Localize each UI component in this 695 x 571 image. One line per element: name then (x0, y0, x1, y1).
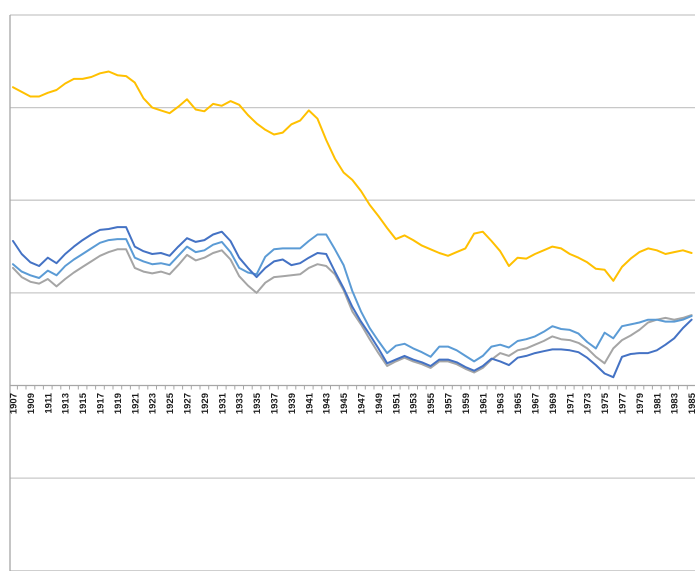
series-line-dark-blue[interactable] (12, 226, 693, 379)
x-tick-label: 1917 (96, 393, 107, 414)
x-tick-label: 1921 (130, 392, 141, 414)
x-tick-label: 1915 (78, 392, 89, 414)
x-tick-label: 1975 (600, 392, 611, 414)
x-tick-label: 1937 (270, 393, 281, 414)
x-tick-label: 1945 (339, 392, 350, 414)
x-tick-label: 1947 (357, 393, 368, 414)
x-tick-label: 1973 (583, 393, 594, 414)
x-tick-label: 1983 (670, 393, 681, 414)
x-tick-label: 1979 (635, 393, 646, 414)
x-tick-label: 1961 (478, 392, 489, 414)
x-tick-label: 1941 (304, 392, 315, 414)
x-tick-label: 1969 (548, 393, 559, 414)
x-tick-label: 1931 (217, 392, 228, 414)
x-tick-label: 1985 (687, 392, 695, 414)
x-tick-label: 1911 (43, 392, 54, 413)
x-tick-label: 1959 (461, 393, 472, 414)
x-tick-label: 1935 (252, 392, 263, 414)
x-tick-label: 1909 (26, 393, 37, 414)
x-tick-label: 1939 (287, 393, 298, 414)
x-tick-label: 1933 (235, 393, 246, 414)
x-tick-label: 1957 (444, 393, 455, 414)
x-tick-label: 1965 (513, 392, 524, 414)
series-line-light-blue[interactable] (12, 233, 693, 363)
x-tick-label: 1951 (391, 392, 402, 414)
series-line-orange[interactable] (12, 70, 693, 282)
x-tick-label: 1929 (200, 393, 211, 414)
x-tick-label: 1927 (183, 393, 194, 414)
x-tick-label: 1981 (652, 392, 663, 414)
x-tick-label: 1953 (409, 393, 420, 414)
x-tick-label: 1963 (496, 393, 507, 414)
x-tick-label: 1977 (618, 393, 629, 414)
x-tick-label: 1913 (61, 393, 72, 414)
x-tick-label: 1925 (165, 392, 176, 414)
x-tick-label: 1907 (9, 393, 20, 414)
x-tick-label: 1955 (426, 392, 437, 414)
x-tick-label: 1919 (113, 393, 124, 414)
x-tick-label: 1949 (374, 393, 385, 414)
x-tick-label: 1923 (148, 393, 159, 414)
series-line-gray[interactable] (12, 248, 693, 374)
x-tick-label: 1943 (322, 393, 333, 414)
x-tick-label: 1971 (565, 392, 576, 414)
x-tick-label: 1967 (531, 393, 542, 414)
